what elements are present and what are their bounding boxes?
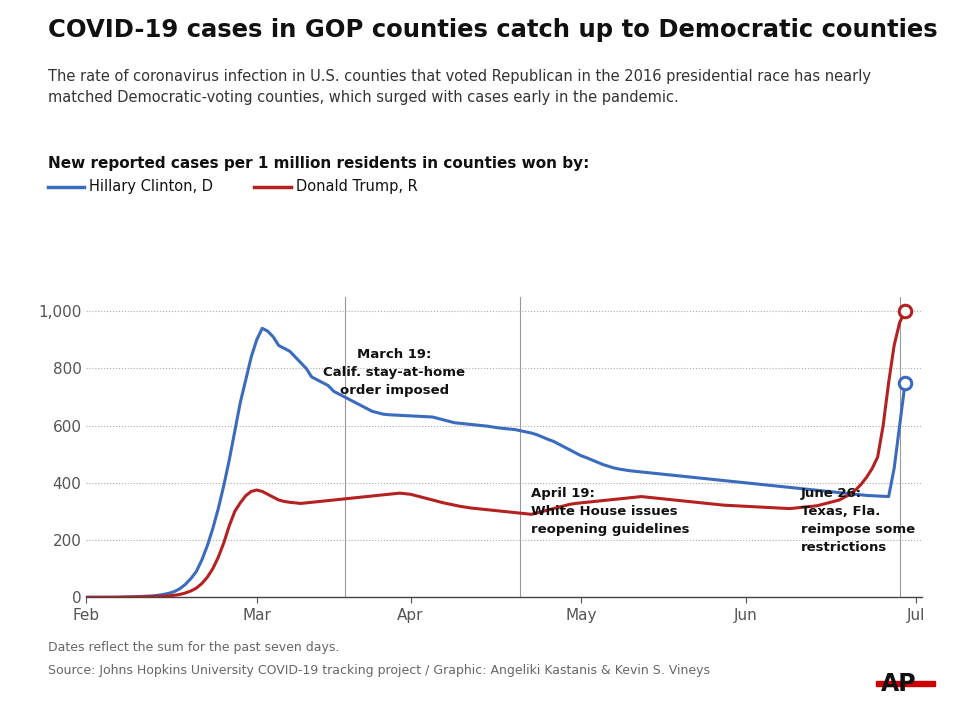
Text: April 19:
White House issues
reopening guidelines: April 19: White House issues reopening g… [532, 487, 690, 536]
Text: Source: Johns Hopkins University COVID-19 tracking project / Graphic: Angeliki K: Source: Johns Hopkins University COVID-1… [48, 664, 710, 677]
Text: June 26:
Texas, Fla.
reimpose some
restrictions: June 26: Texas, Fla. reimpose some restr… [801, 487, 915, 554]
Text: Hillary Clinton, D: Hillary Clinton, D [89, 180, 213, 194]
Text: AP: AP [881, 672, 917, 696]
Text: New reported cases per 1 million residents in counties won by:: New reported cases per 1 million residen… [48, 156, 589, 171]
Text: The rate of coronavirus infection in U.S. counties that voted Republican in the : The rate of coronavirus infection in U.S… [48, 69, 871, 106]
Text: COVID-19 cases in GOP counties catch up to Democratic counties: COVID-19 cases in GOP counties catch up … [48, 18, 938, 42]
Text: Dates reflect the sum for the past seven days.: Dates reflect the sum for the past seven… [48, 641, 340, 654]
Text: March 19:
Calif. stay-at-home
order imposed: March 19: Calif. stay-at-home order impo… [324, 348, 465, 397]
Text: Donald Trump, R: Donald Trump, R [296, 180, 418, 194]
